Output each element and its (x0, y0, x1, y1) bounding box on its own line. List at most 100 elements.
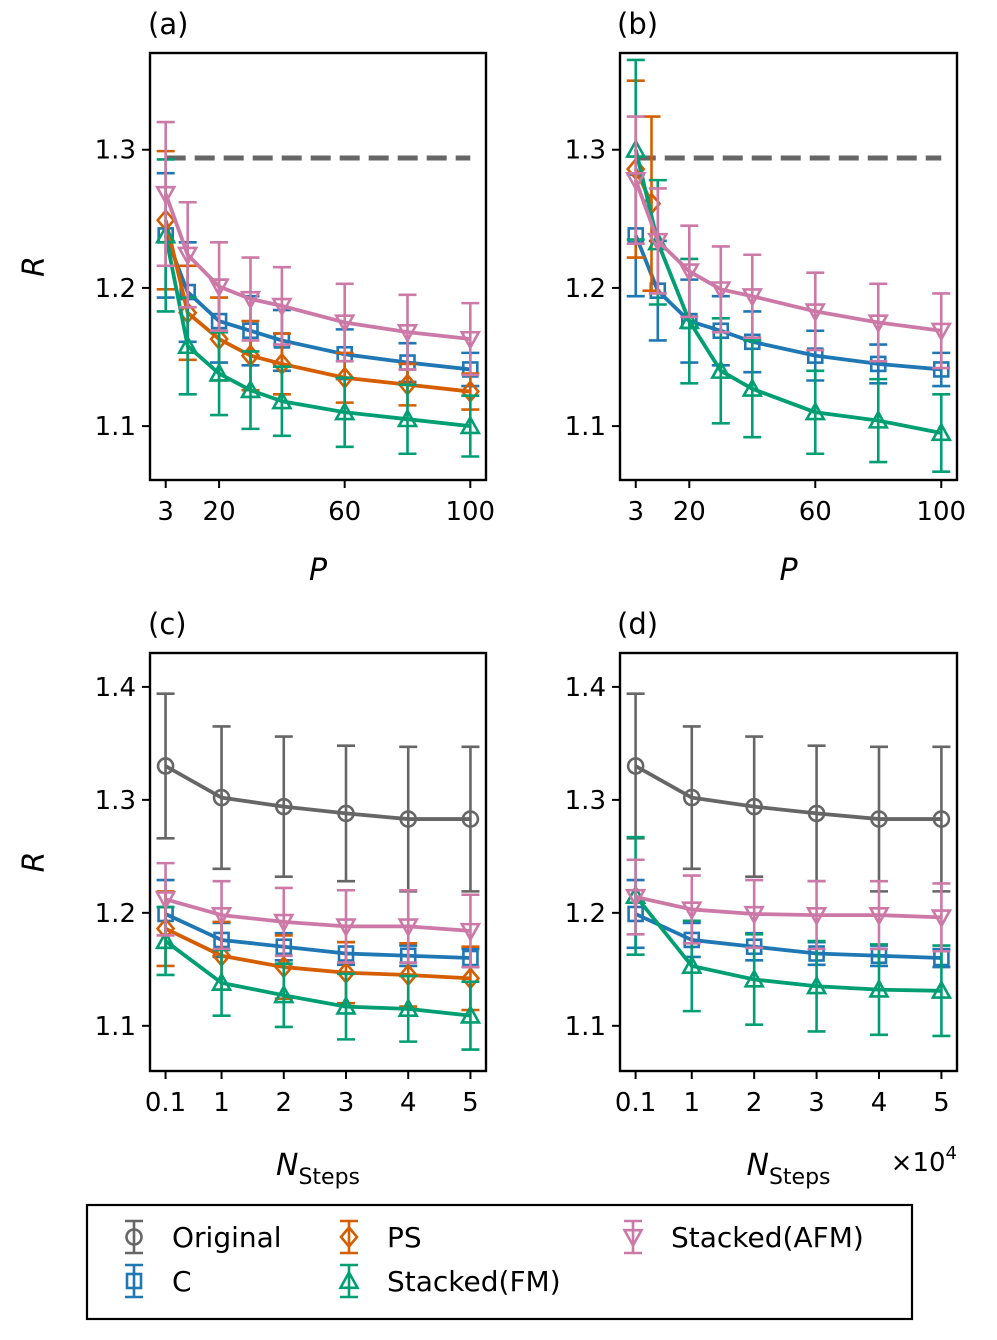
data-point (625, 172, 647, 192)
series-stacked-afm (154, 120, 482, 377)
y-tick-label: 1.3 (565, 136, 606, 166)
series-original (156, 692, 480, 893)
data-point (176, 334, 199, 355)
series-line (164, 764, 471, 821)
panel-a: (a) 3 20 60 100 1.1 1.2 1.3 P R (17, 7, 495, 588)
data-point (932, 810, 951, 828)
series-stacked-afm (624, 858, 953, 953)
series-stacked-afm (154, 861, 482, 969)
data-point (212, 788, 231, 807)
data-point (459, 922, 482, 943)
x-tick-label: 2 (276, 1088, 293, 1118)
legend-marker (125, 1272, 143, 1290)
data-point (273, 913, 295, 934)
data-point (397, 918, 419, 938)
data-point (273, 984, 295, 1004)
data-point (461, 810, 480, 828)
panel-label: (c) (148, 607, 187, 641)
panel-c: (c) 0.1 1 2 3 4 5 1.1 1.2 1.3 1.4 NSteps R (17, 607, 488, 1190)
y-tick-label: 1.1 (565, 1012, 606, 1042)
legend-label: Stacked(AFM) (671, 1221, 864, 1254)
data-point (805, 975, 828, 995)
data-point (710, 359, 732, 379)
x-tick-label: 3 (808, 1088, 825, 1118)
series-c (626, 878, 951, 969)
x-axis-label: P (779, 553, 798, 588)
x-tick-label: 60 (799, 497, 832, 527)
data-point (176, 246, 199, 266)
legend-entry: C (125, 1263, 192, 1299)
data-point (208, 362, 230, 382)
x-tick-label: 1 (683, 1088, 700, 1118)
legend-marker (125, 1228, 143, 1246)
legend-label: Original (172, 1221, 282, 1254)
y-tick-label: 1.3 (95, 786, 136, 816)
x-tick-label: 2 (746, 1088, 763, 1118)
data-point (333, 314, 356, 334)
data-point (210, 971, 233, 991)
data-point (647, 232, 669, 253)
x-tick-label: 0.1 (615, 1088, 656, 1118)
data-point (681, 954, 703, 975)
series-stacked-fm (625, 58, 952, 474)
x-axis-label-main: N (276, 1148, 298, 1183)
y-axis-label: R (17, 852, 52, 873)
axis-multiplier: ×104 (891, 1143, 957, 1178)
data-point (805, 906, 828, 927)
series-line (634, 894, 942, 993)
data-point (626, 757, 645, 775)
data-point (333, 401, 356, 421)
data-point (335, 995, 357, 1015)
series-line (165, 897, 471, 933)
x-axis-label: P (309, 553, 328, 588)
data-point (681, 901, 703, 921)
y-tick-label: 1.3 (95, 136, 136, 166)
data-point (239, 290, 262, 311)
data-point (208, 278, 230, 298)
series-line (634, 764, 942, 821)
data-point (741, 377, 763, 397)
data-point (930, 421, 952, 442)
data-point (710, 281, 732, 301)
data-point (271, 390, 293, 410)
data-point (459, 414, 482, 435)
data-point (274, 797, 293, 816)
panel-label: (a) (148, 7, 188, 41)
data-point (399, 810, 418, 828)
x-tick-label: 100 (916, 497, 966, 527)
data-point (868, 906, 890, 927)
panel-label: (b) (617, 7, 658, 41)
data-point (930, 979, 953, 999)
y-tick-label: 1.2 (95, 274, 136, 304)
y-tick-label: 1.1 (95, 1012, 136, 1042)
data-point (154, 891, 177, 911)
series-line (163, 235, 471, 428)
data-point (154, 929, 177, 950)
x-tick-label: 4 (400, 1088, 417, 1118)
series-line (635, 895, 942, 920)
data-point (682, 788, 701, 807)
x-tick-label: 100 (445, 497, 495, 527)
y-tick-label: 1.1 (95, 412, 136, 442)
data-point (271, 297, 293, 318)
data-point (678, 309, 700, 330)
y-axis-label: R (17, 256, 52, 277)
series-line (633, 234, 942, 372)
x-tick-label: 3 (627, 497, 644, 527)
x-axis-label-main: N (746, 1148, 768, 1183)
legend-entry: Stacked(FM) (338, 1263, 561, 1299)
series-stacked-afm (625, 115, 952, 370)
data-point (239, 379, 262, 399)
panel-d: (d) 0.1 1 2 3 4 5 1.1 1.2 1.3 1.4 NSteps ×104 (565, 607, 959, 1190)
series-ps (156, 149, 480, 411)
x-tick-label: 20 (203, 497, 236, 527)
x-tick-label: 3 (338, 1088, 355, 1118)
y-tick-label: 1.1 (565, 412, 606, 442)
y-tick-label: 1.4 (565, 673, 606, 703)
x-tick-label: 3 (157, 497, 174, 527)
legend: Original PS Stacked(AFM) C Stacked(FM) (85, 1203, 914, 1321)
panel-label: (d) (617, 607, 658, 641)
legend-entry: PS (339, 1219, 422, 1255)
axis-multiplier-exp: 4 (946, 1143, 957, 1164)
data-point (741, 288, 763, 308)
